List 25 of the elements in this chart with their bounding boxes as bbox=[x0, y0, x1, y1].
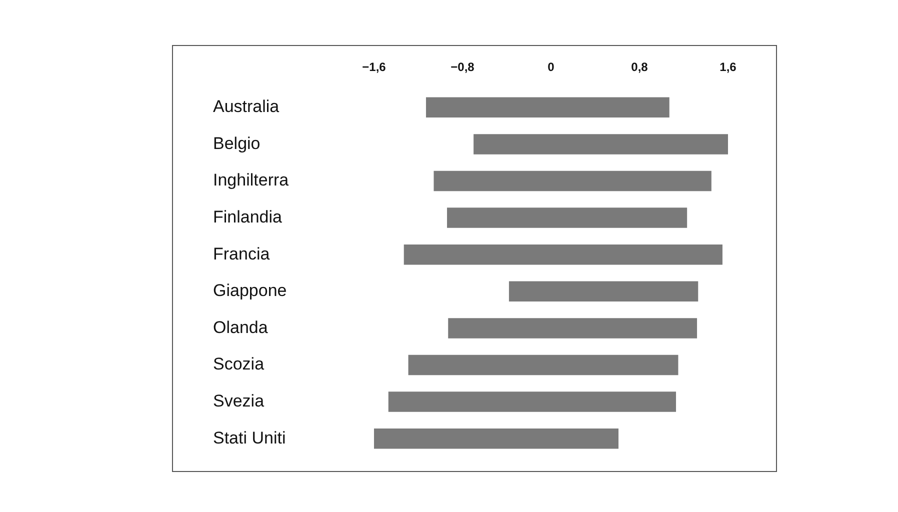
y-tick-label: Svezia bbox=[213, 391, 265, 410]
bar bbox=[426, 97, 670, 118]
y-tick-label: Giappone bbox=[213, 281, 287, 300]
bar bbox=[434, 170, 712, 192]
bar bbox=[447, 208, 688, 228]
bar bbox=[388, 392, 676, 412]
y-tick-label: Stati Uniti bbox=[213, 428, 286, 448]
bar bbox=[404, 244, 722, 265]
y-tick-label: Francia bbox=[213, 244, 270, 264]
y-tick-label: Inghilterra bbox=[213, 170, 290, 190]
bar bbox=[374, 428, 618, 449]
y-tick-label: Australia bbox=[213, 97, 280, 116]
bar bbox=[508, 281, 698, 302]
x-tick-label: 0,8 bbox=[631, 60, 648, 74]
x-tick-label: −1,6 bbox=[362, 60, 386, 74]
y-tick-label: Finlandia bbox=[213, 207, 283, 226]
bar bbox=[408, 354, 678, 376]
y-tick-label: Olanda bbox=[213, 318, 268, 337]
x-tick-label: −0,8 bbox=[450, 60, 475, 74]
x-tick-label: 0 bbox=[548, 60, 555, 74]
bar bbox=[448, 318, 698, 338]
bar bbox=[474, 134, 728, 154]
x-tick-label: 1,6 bbox=[720, 60, 737, 74]
y-tick-label: Belgio bbox=[213, 134, 260, 153]
y-tick-label: Scozia bbox=[213, 354, 265, 374]
